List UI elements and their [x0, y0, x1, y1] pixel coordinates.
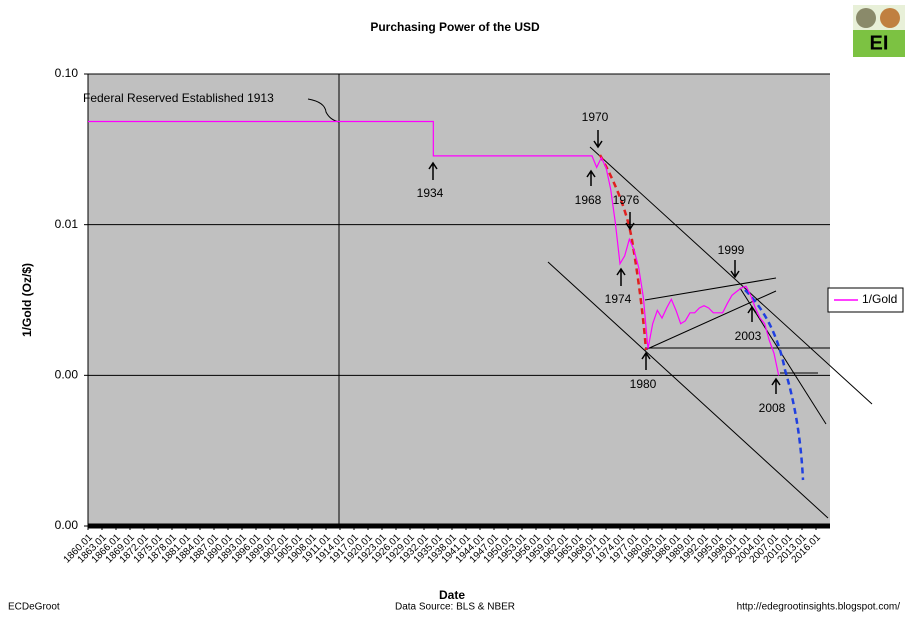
- footer-left: ECDeGroot: [8, 602, 60, 613]
- footer-center: Data Source: BLS & NBER: [395, 602, 515, 613]
- annotation: 1968: [575, 193, 602, 207]
- arrows: [428, 130, 781, 394]
- annotation: 1934: [417, 186, 444, 200]
- annotation: Federal Reserved Established 1913: [83, 91, 274, 105]
- leader-line: [307, 98, 340, 123]
- annotation: 1980: [630, 377, 657, 391]
- series-line: [88, 120, 780, 376]
- annotation: 2003: [735, 329, 762, 343]
- y-tick-label: 0.00: [55, 368, 79, 382]
- logo: EI: [853, 5, 905, 57]
- chart-title: Purchasing Power of the USD: [370, 20, 540, 34]
- projection-red: [598, 154, 648, 351]
- legend-label: 1/Gold: [862, 292, 897, 306]
- annotation: 1974: [605, 292, 632, 306]
- annotation: 1976: [613, 193, 640, 207]
- y-axis-label: 1/Gold (Oz/$): [20, 263, 34, 337]
- plot-area: [88, 74, 830, 526]
- logo-text: EI: [870, 32, 889, 54]
- footer-right: http://edegrootinsights.blogspot.com/: [737, 602, 901, 613]
- annotation: 1970: [582, 110, 609, 124]
- x-axis-label: Date: [439, 588, 465, 602]
- y-tick-label: 0.00: [55, 518, 79, 532]
- projection-blue: [744, 289, 805, 481]
- y-tick-label: 0.01: [55, 217, 79, 231]
- annotation: 2008: [759, 401, 786, 415]
- y-tick-label: 0.10: [55, 66, 79, 80]
- annotation: 1999: [718, 243, 745, 257]
